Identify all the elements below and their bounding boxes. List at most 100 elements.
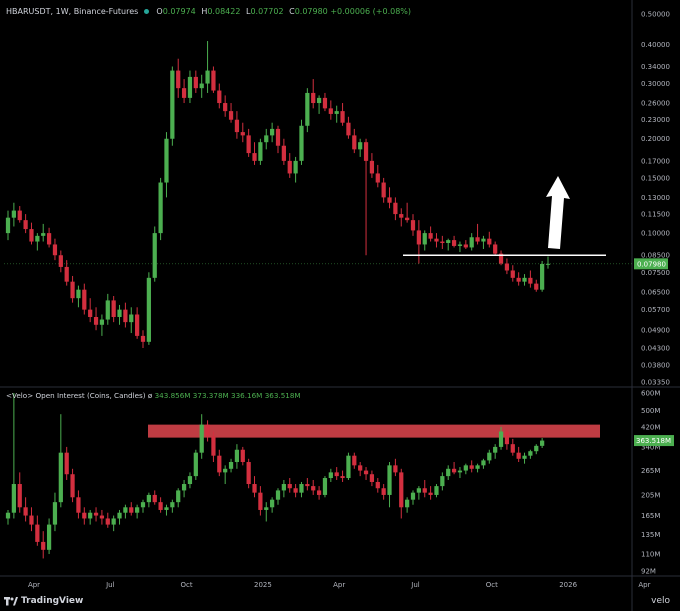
price-candle (223, 103, 228, 112)
oi-candle (234, 449, 240, 463)
oi-candle (11, 484, 16, 513)
change-value: +0.00006 (+0.08%) (330, 7, 412, 16)
oi-candle (369, 474, 375, 482)
price-candle (451, 240, 457, 246)
oi-candle (146, 494, 151, 503)
price-tick-label: 0.06500 (641, 288, 670, 296)
oi-candle (135, 507, 140, 513)
price-candle (199, 83, 204, 89)
price-candle (457, 244, 463, 246)
oi-candle (346, 455, 351, 479)
oi-legend: <Velo> Open Interest (Coins, Candles) ø … (6, 391, 301, 400)
price-candle (123, 309, 128, 323)
oi-candle (41, 541, 46, 550)
oi-candle (199, 424, 204, 453)
price-candle (187, 76, 193, 98)
oi-candle (287, 484, 292, 489)
price-candle (469, 237, 474, 248)
oi-candle (258, 492, 263, 510)
time-tick-label: Oct (181, 581, 193, 589)
oi-candle (176, 490, 181, 503)
price-candle (528, 277, 533, 284)
price-candle (316, 97, 322, 104)
time-tick-label: Oct (486, 581, 498, 589)
price-candle (534, 283, 539, 290)
oi-candle (52, 502, 58, 525)
oi-candle (316, 490, 322, 495)
oi-candle (475, 465, 480, 469)
price-candle (217, 90, 222, 104)
price-candle (270, 128, 275, 136)
price-candle (11, 210, 16, 218)
price-axis: 0.50000 0.40000 0.34000 0.30000 0.26000 0.230… (641, 11, 670, 387)
price-tick-label: 0.08500 (641, 252, 670, 260)
price-candle (510, 270, 515, 278)
price-candle (275, 128, 281, 146)
time-tick-label: Apr (28, 581, 40, 589)
time-tick-label: Jul (105, 581, 115, 589)
price-candle (46, 233, 52, 245)
oi-tick-label: 165M (641, 512, 660, 520)
price-tick-label: 0.05700 (641, 306, 670, 314)
oi-candle (58, 452, 63, 503)
price-candle (252, 153, 257, 161)
oi-candle (76, 497, 81, 513)
price-candle (381, 182, 386, 198)
oi-candle (140, 502, 146, 508)
oi-tick-label: 110M (641, 551, 660, 559)
price-candle (410, 220, 416, 231)
price-candle (393, 202, 398, 215)
oi-candle (170, 502, 175, 508)
price-candle (363, 142, 369, 161)
price-tick-label: 0.11500 (641, 211, 670, 219)
price-candle (322, 97, 328, 109)
tradingview-logo-icon (4, 596, 18, 605)
tradingview-brand[interactable]: TradingView (4, 596, 83, 606)
oi-candle (252, 484, 257, 493)
oi-candle (211, 436, 216, 456)
oi-candle (469, 465, 474, 469)
price-candle (264, 135, 269, 143)
open-label: O (156, 7, 163, 16)
status-dot (143, 9, 149, 14)
price-candle (481, 238, 486, 242)
oi-candle (498, 431, 504, 447)
oi-candle (152, 494, 157, 503)
price-candle (311, 92, 316, 104)
oi-candle (446, 468, 451, 477)
oi-candle (117, 512, 122, 519)
price-candle (164, 138, 169, 183)
oi-candle (510, 444, 515, 453)
oi-candle (540, 440, 545, 446)
oi-candle (129, 507, 134, 513)
low-label: L (245, 7, 251, 16)
oi-low: 336.16M (231, 391, 263, 400)
oi-candle (381, 488, 386, 495)
oi-title: <Velo> Open Interest (Coins, Candles) (6, 391, 146, 400)
price-tick-label: 0.34000 (641, 63, 670, 71)
oi-candle (281, 484, 286, 491)
oi-candle (17, 484, 22, 508)
price-tick-label: 0.04300 (641, 345, 670, 353)
oi-candle (293, 488, 298, 493)
price-tick-label: 0.26000 (641, 100, 670, 108)
oi-candle (35, 524, 40, 542)
price-candle (299, 125, 304, 161)
low-value: 0.07702 (250, 7, 284, 16)
oi-last-tag (634, 435, 674, 447)
oi-candle (516, 452, 521, 459)
oi-candle (493, 446, 498, 453)
price-candle (487, 238, 492, 245)
oi-candle (457, 470, 463, 473)
price-candle (340, 111, 345, 123)
oi-candle (158, 502, 163, 510)
time-tick-label: Apr (333, 581, 345, 589)
oi-candle (410, 492, 416, 500)
oi-candle (504, 431, 510, 445)
oi-candle (328, 472, 333, 479)
oi-candle (334, 472, 339, 477)
price-candle (305, 92, 310, 126)
price-candle (23, 220, 28, 230)
